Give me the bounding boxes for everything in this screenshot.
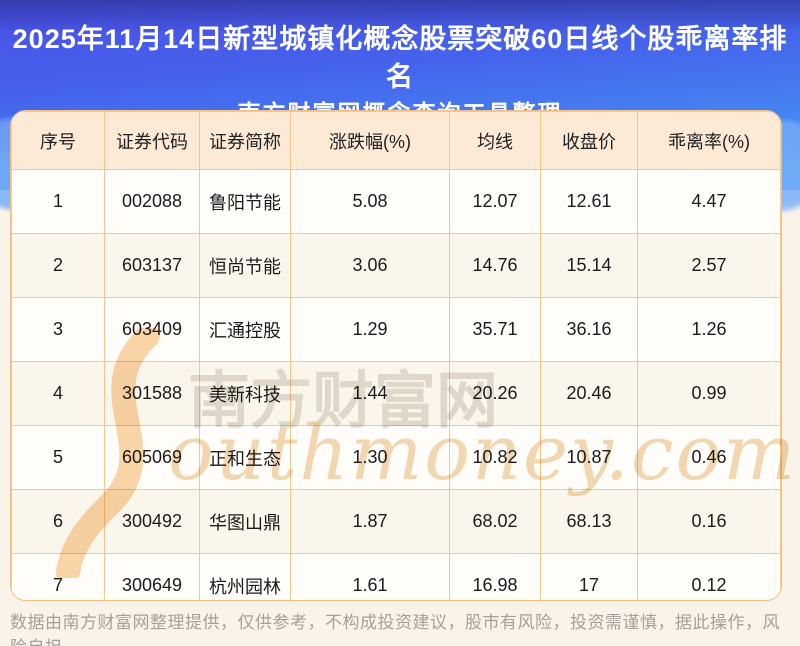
cell-index: 4 xyxy=(11,361,105,426)
disclaimer-text: 数据由南方财富网整理提供，仅供参考，不构成投资建议，股市有风险，投资需谨慎，据此… xyxy=(10,613,780,646)
cell-change: 1.61 xyxy=(290,553,450,600)
cell-code: 300649 xyxy=(104,553,200,600)
cell-close: 12.61 xyxy=(540,169,638,234)
table-row: 5 605069 正和生态 1.30 10.82 10.87 0.46 xyxy=(11,425,781,490)
cell-bias: 0.16 xyxy=(637,489,781,554)
table-row: 4 301588 美新科技 1.44 20.26 20.46 0.99 xyxy=(11,361,781,426)
cell-change: 1.87 xyxy=(290,489,450,554)
cell-bias: 1.26 xyxy=(637,297,781,362)
stock-table-card: 序号 证券代码 证券简称 涨跌幅(%) 均线 收盘价 乖离率(%) 1 0020… xyxy=(10,110,782,601)
cell-change: 1.30 xyxy=(290,425,450,490)
cell-close: 20.46 xyxy=(540,361,638,426)
cell-index: 3 xyxy=(11,297,105,362)
cell-change: 1.44 xyxy=(290,361,450,426)
cell-bias: 0.99 xyxy=(637,361,781,426)
table-row: 2 603137 恒尚节能 3.06 14.76 15.14 2.57 xyxy=(11,233,781,298)
cell-bias: 0.12 xyxy=(637,553,781,600)
cell-ma: 16.98 xyxy=(449,553,541,600)
cell-ma: 20.26 xyxy=(449,361,541,426)
cell-code: 603137 xyxy=(104,233,200,298)
cell-code: 002088 xyxy=(104,169,200,234)
table-row: 1 002088 鲁阳节能 5.08 12.07 12.61 4.47 xyxy=(11,169,781,234)
col-header-code: 证券代码 xyxy=(104,111,200,170)
cell-index: 2 xyxy=(11,233,105,298)
cell-close: 17 xyxy=(540,553,638,600)
cell-name: 鲁阳节能 xyxy=(199,169,291,234)
cell-code: 301588 xyxy=(104,361,200,426)
cell-close: 36.16 xyxy=(540,297,638,362)
cell-name: 华图山鼎 xyxy=(199,489,291,554)
cell-close: 10.87 xyxy=(540,425,638,490)
cell-name: 汇通控股 xyxy=(199,297,291,362)
cell-code: 603409 xyxy=(104,297,200,362)
cell-change: 1.29 xyxy=(290,297,450,362)
cell-name: 恒尚节能 xyxy=(199,233,291,298)
cell-ma: 12.07 xyxy=(449,169,541,234)
cell-close: 68.13 xyxy=(540,489,638,554)
cell-change: 3.06 xyxy=(290,233,450,298)
cell-name: 美新科技 xyxy=(199,361,291,426)
col-header-bias: 乖离率(%) xyxy=(637,111,781,170)
hero-top-shade xyxy=(0,0,800,34)
table-row: 6 300492 华图山鼎 1.87 68.02 68.13 0.16 xyxy=(11,489,781,554)
col-header-close: 收盘价 xyxy=(540,111,638,170)
cell-name: 正和生态 xyxy=(199,425,291,490)
col-header-name: 证券简称 xyxy=(199,111,291,170)
cell-change: 5.08 xyxy=(290,169,450,234)
cell-code: 300492 xyxy=(104,489,200,554)
stock-table: 序号 证券代码 证券简称 涨跌幅(%) 均线 收盘价 乖离率(%) 1 0020… xyxy=(11,111,781,600)
table-header-row: 序号 证券代码 证券简称 涨跌幅(%) 均线 收盘价 乖离率(%) xyxy=(11,111,781,170)
cell-ma: 35.71 xyxy=(449,297,541,362)
cell-bias: 4.47 xyxy=(637,169,781,234)
cell-ma: 68.02 xyxy=(449,489,541,554)
col-header-index: 序号 xyxy=(11,111,105,170)
cell-index: 6 xyxy=(11,489,105,554)
cell-index: 5 xyxy=(11,425,105,490)
cell-bias: 0.46 xyxy=(637,425,781,490)
col-header-ma: 均线 xyxy=(449,111,541,170)
cell-ma: 14.76 xyxy=(449,233,541,298)
cell-index: 1 xyxy=(11,169,105,234)
cell-bias: 2.57 xyxy=(637,233,781,298)
cell-name: 杭州园林 xyxy=(199,553,291,600)
title-line-1: 2025年11月14日新型城镇化概念股票突破60日线个股乖离率排名 xyxy=(12,24,788,92)
table-row: 3 603409 汇通控股 1.29 35.71 36.16 1.26 xyxy=(11,297,781,362)
table-row: 7 300649 杭州园林 1.61 16.98 17 0.12 xyxy=(11,553,781,600)
col-header-change: 涨跌幅(%) xyxy=(290,111,450,170)
cell-close: 15.14 xyxy=(540,233,638,298)
cell-index: 7 xyxy=(11,553,105,600)
cell-code: 605069 xyxy=(104,425,200,490)
cell-ma: 10.82 xyxy=(449,425,541,490)
